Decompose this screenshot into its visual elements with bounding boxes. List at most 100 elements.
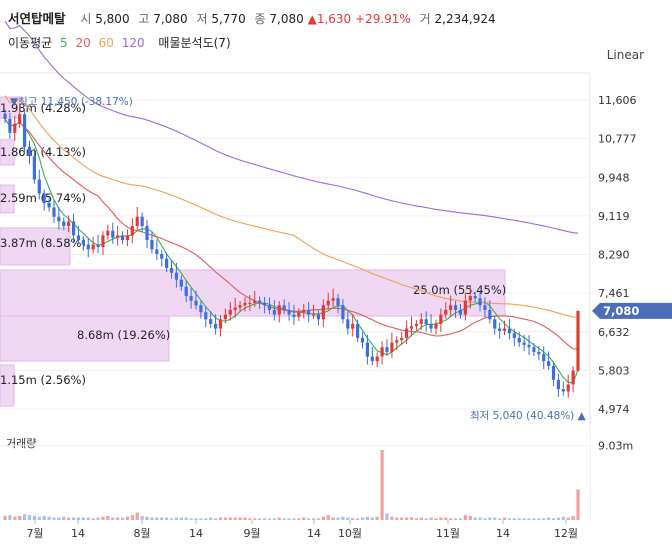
volume-bar bbox=[52, 517, 56, 520]
volume-bar bbox=[96, 517, 100, 520]
candle-body bbox=[326, 300, 330, 306]
candle-body bbox=[360, 337, 365, 343]
volume-bar bbox=[272, 518, 276, 520]
volume-bar bbox=[542, 518, 546, 520]
candle-body bbox=[356, 323, 360, 338]
candle-body bbox=[223, 314, 227, 320]
high-value: 7,080 bbox=[153, 12, 188, 26]
candle-body bbox=[331, 298, 335, 301]
volume-bar bbox=[453, 518, 458, 520]
high-marker: ▼최고 11,450 (-38.17%) bbox=[10, 96, 133, 108]
candle-body bbox=[3, 113, 7, 119]
x-tick-label: 14 bbox=[496, 527, 510, 540]
candle-body bbox=[571, 370, 575, 385]
candle-body bbox=[213, 323, 218, 329]
stock-header: 서연탑메탈 시 5,800 고 7,080 저 5,770 종 7,080 ▲1… bbox=[8, 8, 496, 27]
candle-body bbox=[400, 337, 404, 341]
volume-bar bbox=[13, 516, 17, 520]
volume-bar bbox=[302, 517, 306, 520]
change-value: ▲1,630 bbox=[307, 12, 352, 26]
volume-bar bbox=[498, 518, 502, 520]
volume-bar bbox=[18, 515, 22, 520]
candle-body bbox=[292, 314, 296, 317]
volume-bar bbox=[429, 517, 433, 520]
volume-bar bbox=[282, 518, 286, 520]
volume-profile-label: 3.87m (8.58%) bbox=[0, 236, 86, 250]
candle-body bbox=[566, 384, 570, 392]
volume-profile-label: 25.0m (55.45%) bbox=[413, 283, 506, 297]
moving-average-legend[interactable]: 이동평균 5 20 60 120 매물분석도(7) bbox=[8, 34, 235, 51]
candle-body bbox=[370, 356, 374, 362]
volume-bar bbox=[326, 515, 330, 520]
volume-bar bbox=[37, 516, 41, 520]
price-tick-label: 7,461 bbox=[598, 287, 630, 300]
candle-body bbox=[116, 235, 120, 238]
volume-bar bbox=[502, 517, 507, 520]
candle-body bbox=[561, 389, 565, 392]
volume-bar bbox=[228, 517, 232, 520]
candle-body bbox=[130, 226, 134, 236]
volume-bar bbox=[213, 518, 218, 520]
volume-bar bbox=[458, 518, 463, 520]
open-label: 시 bbox=[80, 12, 92, 26]
candle-body bbox=[22, 114, 27, 147]
volume-bar bbox=[404, 517, 409, 520]
scale-mode-button[interactable]: Linear bbox=[606, 48, 644, 62]
candle-body bbox=[277, 305, 281, 315]
candle-body bbox=[404, 328, 409, 338]
volume-bar bbox=[400, 517, 404, 520]
volume-bar bbox=[3, 515, 7, 520]
candle-body bbox=[282, 305, 286, 310]
candle-body bbox=[32, 156, 36, 180]
volume-bar bbox=[380, 450, 384, 520]
volume-bar bbox=[81, 517, 85, 520]
x-tick-label: 11월 bbox=[436, 527, 460, 540]
open-value: 5,800 bbox=[95, 12, 130, 26]
candle-body bbox=[194, 300, 198, 306]
candle-body bbox=[522, 342, 526, 345]
candle-body bbox=[204, 312, 208, 320]
candle-body bbox=[160, 254, 164, 259]
candle-body bbox=[478, 298, 482, 306]
volume-bar bbox=[297, 518, 301, 520]
low-value: 5,770 bbox=[211, 12, 246, 26]
candle-body bbox=[238, 305, 242, 308]
candle-body bbox=[458, 309, 463, 315]
candle-body bbox=[517, 337, 521, 343]
volume-bar bbox=[91, 518, 95, 520]
candle-body bbox=[493, 319, 497, 329]
volume-bar bbox=[204, 518, 208, 520]
close-value: 7,080 bbox=[269, 12, 304, 26]
candles bbox=[3, 104, 580, 398]
candle-body bbox=[169, 268, 174, 273]
volume-bar bbox=[311, 518, 316, 520]
candle-body bbox=[155, 249, 159, 255]
volume-bar bbox=[169, 518, 174, 520]
candle-body bbox=[307, 309, 311, 315]
candle-body bbox=[395, 340, 399, 343]
volume-profile-label: 1.15m (2.56%) bbox=[0, 373, 86, 387]
volume-bar bbox=[120, 517, 125, 520]
candle-body bbox=[468, 295, 472, 301]
volume-bar bbox=[248, 518, 252, 520]
volume-bar bbox=[336, 517, 340, 520]
candle-body bbox=[86, 244, 90, 250]
axis-ticks: 11,606 10,777 9,948 9,119 8,290 7,461 6,632 5,8… bbox=[26, 94, 636, 540]
ma20-line bbox=[4, 118, 579, 350]
price-tick-label: 4,974 bbox=[598, 403, 630, 416]
candle-body bbox=[135, 216, 139, 227]
candle-body bbox=[174, 272, 179, 280]
candle-body bbox=[140, 216, 144, 227]
candle-body bbox=[385, 347, 389, 352]
volume-profile-bar bbox=[0, 227, 71, 266]
candle-body bbox=[542, 354, 546, 362]
volume-profile-toggle[interactable]: 매물분석도(7) bbox=[158, 36, 231, 50]
volume-bar bbox=[561, 516, 565, 520]
candle-body bbox=[444, 309, 448, 315]
volume-bar bbox=[346, 517, 350, 520]
candle-body bbox=[429, 323, 433, 329]
volume-bar bbox=[218, 517, 223, 520]
volume-bar bbox=[566, 517, 570, 520]
volume-bar bbox=[258, 518, 262, 520]
